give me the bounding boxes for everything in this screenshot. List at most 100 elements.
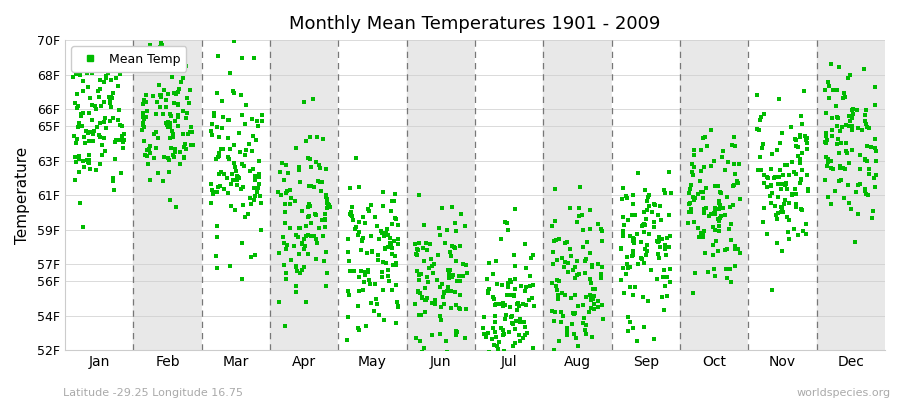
Point xyxy=(796,227,810,234)
Point xyxy=(279,246,293,252)
Point xyxy=(177,154,192,160)
Point xyxy=(92,132,106,138)
Point xyxy=(832,165,847,171)
Point xyxy=(687,152,701,158)
Point xyxy=(137,97,151,103)
Point xyxy=(81,159,95,165)
Point xyxy=(370,223,384,229)
Point xyxy=(790,144,805,150)
Point xyxy=(305,96,320,102)
Point xyxy=(582,276,597,282)
Point xyxy=(838,94,852,100)
Point xyxy=(662,266,677,272)
Point xyxy=(414,312,428,318)
Point xyxy=(185,129,200,135)
Point xyxy=(292,179,307,185)
Point xyxy=(595,302,609,308)
Point xyxy=(682,190,697,196)
Point xyxy=(289,288,303,295)
Point xyxy=(860,143,874,149)
Point xyxy=(204,200,219,206)
Point xyxy=(630,338,644,344)
Point xyxy=(162,120,176,126)
Point xyxy=(697,206,711,212)
Point xyxy=(408,300,422,307)
Point xyxy=(837,165,851,172)
Point xyxy=(526,281,540,288)
Point xyxy=(711,248,725,254)
Point xyxy=(276,262,291,268)
Point xyxy=(707,273,722,279)
Point xyxy=(825,133,840,139)
Point xyxy=(210,234,224,240)
Point xyxy=(224,203,238,210)
Point xyxy=(387,198,401,204)
Point xyxy=(341,292,356,298)
Point xyxy=(683,182,698,189)
Point xyxy=(382,235,397,241)
Point xyxy=(713,202,727,208)
Point xyxy=(136,114,150,120)
Point xyxy=(459,270,473,276)
Point xyxy=(626,201,641,207)
Point xyxy=(837,195,851,202)
Point xyxy=(626,240,641,246)
Point xyxy=(651,250,665,257)
Point xyxy=(721,159,735,166)
Point xyxy=(367,214,382,220)
Point xyxy=(497,348,511,354)
Point xyxy=(662,244,676,250)
Point xyxy=(818,139,832,145)
Point xyxy=(315,178,329,185)
Point xyxy=(69,159,84,166)
Point xyxy=(482,260,497,266)
Point xyxy=(772,96,787,102)
Point xyxy=(819,154,833,160)
Point xyxy=(631,260,645,267)
Point xyxy=(171,67,185,74)
Point xyxy=(248,177,262,184)
Point xyxy=(842,200,857,206)
Point xyxy=(757,172,771,178)
Point xyxy=(210,189,224,195)
Point xyxy=(761,174,776,181)
Point xyxy=(247,196,261,203)
Point xyxy=(518,302,533,308)
Point xyxy=(760,183,774,190)
Point xyxy=(824,201,838,207)
Point xyxy=(583,226,598,232)
Point xyxy=(280,188,294,194)
Point xyxy=(76,110,90,116)
Point xyxy=(345,212,359,219)
Point xyxy=(222,156,237,163)
Point xyxy=(845,107,859,113)
Point xyxy=(318,224,332,230)
Point xyxy=(320,204,334,211)
Point xyxy=(619,194,634,201)
Point xyxy=(555,290,570,296)
Point xyxy=(697,164,711,170)
Point xyxy=(382,267,396,274)
Point xyxy=(235,55,249,62)
Point xyxy=(829,103,843,110)
Point xyxy=(438,240,453,246)
Point xyxy=(687,147,701,153)
Point xyxy=(456,273,471,279)
Point xyxy=(377,232,392,239)
Point xyxy=(818,130,832,136)
Point xyxy=(111,116,125,123)
Point xyxy=(869,148,884,154)
Point xyxy=(387,238,401,244)
Point xyxy=(526,345,540,351)
Point xyxy=(109,75,123,81)
Point xyxy=(824,158,839,164)
Point xyxy=(354,268,368,274)
Point xyxy=(91,87,105,94)
Point xyxy=(653,243,668,250)
Point xyxy=(351,232,365,238)
Point xyxy=(383,208,398,214)
Point xyxy=(212,150,227,156)
Point xyxy=(476,325,491,332)
Point xyxy=(752,117,767,124)
Point xyxy=(425,299,439,306)
